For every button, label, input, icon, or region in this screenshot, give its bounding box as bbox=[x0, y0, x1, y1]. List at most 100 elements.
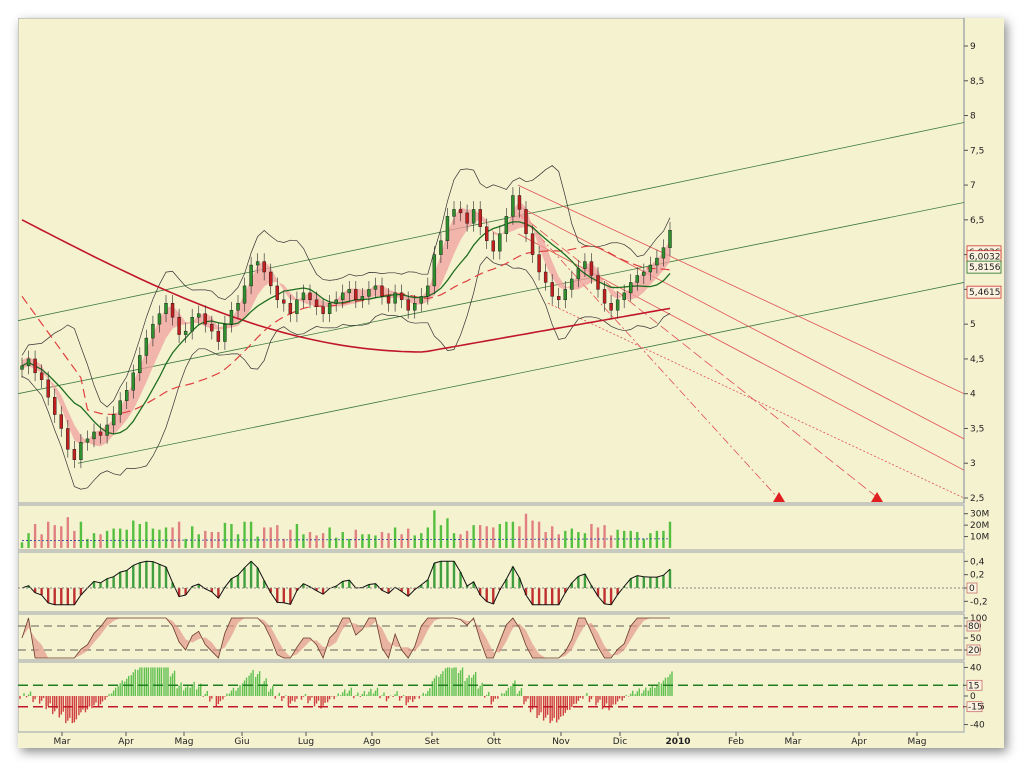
momentum-bar bbox=[222, 696, 224, 700]
candle-body bbox=[203, 313, 207, 325]
candle-body bbox=[314, 299, 319, 307]
candle-body bbox=[602, 289, 607, 304]
candle-body bbox=[635, 275, 639, 283]
month-label: Apr bbox=[851, 737, 867, 747]
candle-body bbox=[504, 216, 509, 234]
volume-bar bbox=[498, 524, 502, 548]
bollinger-bands bbox=[21, 165, 671, 490]
oscillator-axis: 0,40,20-0,20 bbox=[964, 557, 988, 607]
momentum-bar bbox=[38, 696, 41, 704]
volume-bar bbox=[583, 533, 587, 548]
oscillator-bar bbox=[341, 581, 344, 588]
momentum-bar bbox=[32, 696, 34, 703]
candle-body bbox=[380, 285, 384, 297]
momentum-bar bbox=[25, 696, 28, 698]
volume-bar bbox=[400, 534, 403, 548]
candle-body bbox=[399, 292, 404, 301]
candle-body bbox=[59, 414, 63, 429]
candle-body bbox=[33, 358, 37, 374]
oscillator-line bbox=[21, 560, 671, 606]
oscillator-bar bbox=[308, 586, 312, 588]
momentum-bar bbox=[466, 678, 468, 696]
price-label-box bbox=[966, 260, 1002, 274]
target-arrow bbox=[871, 492, 883, 502]
momentum-bar bbox=[605, 696, 608, 704]
momentum-bar bbox=[616, 696, 619, 702]
momentum-bar bbox=[114, 687, 117, 696]
stochastic-marker-box bbox=[966, 644, 981, 656]
momentum-bar bbox=[294, 696, 296, 702]
oscillator-bar bbox=[603, 588, 606, 604]
month-label: Mag bbox=[908, 737, 927, 747]
momentum-bar bbox=[479, 685, 481, 696]
momentum-bar bbox=[189, 687, 191, 696]
candle-body bbox=[66, 428, 70, 450]
momentum-bar bbox=[49, 696, 51, 704]
momentum-bar bbox=[531, 696, 534, 710]
momentum-bar bbox=[110, 693, 113, 696]
y-tick-label: 7,5 bbox=[970, 146, 984, 156]
oscillator-bar bbox=[511, 566, 515, 588]
candle-body bbox=[478, 209, 482, 228]
oscillator-bar bbox=[570, 582, 574, 588]
momentum-bar bbox=[368, 691, 370, 696]
volume-bar bbox=[328, 527, 331, 548]
oscillator-bar bbox=[53, 588, 56, 605]
momentum-bar bbox=[121, 680, 123, 696]
momentum-bar bbox=[304, 693, 307, 696]
momentum-bar bbox=[126, 678, 128, 696]
volume-bar bbox=[387, 533, 390, 548]
momentum-bar bbox=[184, 687, 187, 696]
momentum-bar bbox=[27, 694, 30, 696]
month-label: 2010 bbox=[665, 737, 690, 747]
volume-bar bbox=[262, 527, 266, 548]
momentum-bar bbox=[224, 696, 226, 697]
momentum-bar bbox=[610, 696, 612, 708]
oscillator-bar bbox=[40, 588, 43, 595]
momentum-bar bbox=[106, 696, 108, 697]
oscillator-bar bbox=[145, 561, 148, 588]
candle-body bbox=[609, 303, 613, 311]
momentum-bar bbox=[180, 682, 182, 696]
momentum-bar bbox=[374, 690, 377, 696]
momentum-bar bbox=[344, 689, 346, 696]
momentum-bar bbox=[564, 696, 566, 713]
price-panel: 98,587,576,565,554,543,532,5 6,00366,003… bbox=[18, 18, 1002, 504]
volume-bar bbox=[105, 530, 109, 548]
volume-bar bbox=[406, 528, 410, 548]
momentum-bar bbox=[486, 694, 488, 696]
oscillator-tick-label: 0,2 bbox=[970, 571, 984, 581]
momentum-bar bbox=[407, 696, 409, 703]
momentum-bar bbox=[237, 687, 239, 696]
momentum-bar bbox=[612, 696, 614, 705]
candle-body bbox=[301, 292, 306, 301]
momentum-bar bbox=[569, 696, 571, 710]
volume-bar bbox=[282, 538, 286, 548]
momentum-bar bbox=[67, 696, 69, 721]
volume-bar bbox=[190, 526, 194, 548]
oscillator-bar bbox=[217, 588, 220, 599]
volume-tick-label: 30M bbox=[970, 510, 989, 520]
oscillator-bar bbox=[367, 584, 371, 588]
oscillator-bar bbox=[577, 576, 580, 588]
volume-bar bbox=[86, 538, 89, 548]
candle-body bbox=[125, 390, 129, 401]
trend-line bbox=[517, 184, 965, 395]
stochastic-tick-label: 100 bbox=[970, 614, 987, 624]
momentum-bar bbox=[287, 696, 290, 707]
oscillator-histogram bbox=[18, 560, 964, 606]
candle-body bbox=[26, 358, 31, 367]
volume-bar bbox=[596, 527, 600, 548]
month-label: Feb bbox=[728, 737, 744, 747]
momentum-bar bbox=[258, 671, 261, 696]
volume-bar bbox=[492, 527, 495, 548]
volume-bar bbox=[171, 527, 174, 548]
momentum-bar bbox=[99, 696, 102, 705]
momentum-bar bbox=[366, 694, 368, 696]
candle-body bbox=[288, 303, 293, 314]
oscillator-bar bbox=[642, 576, 646, 588]
momentum-bar bbox=[459, 670, 462, 696]
candle-body bbox=[197, 313, 201, 318]
momentum-bar bbox=[311, 696, 313, 698]
stochastic-marker-box bbox=[966, 620, 981, 632]
